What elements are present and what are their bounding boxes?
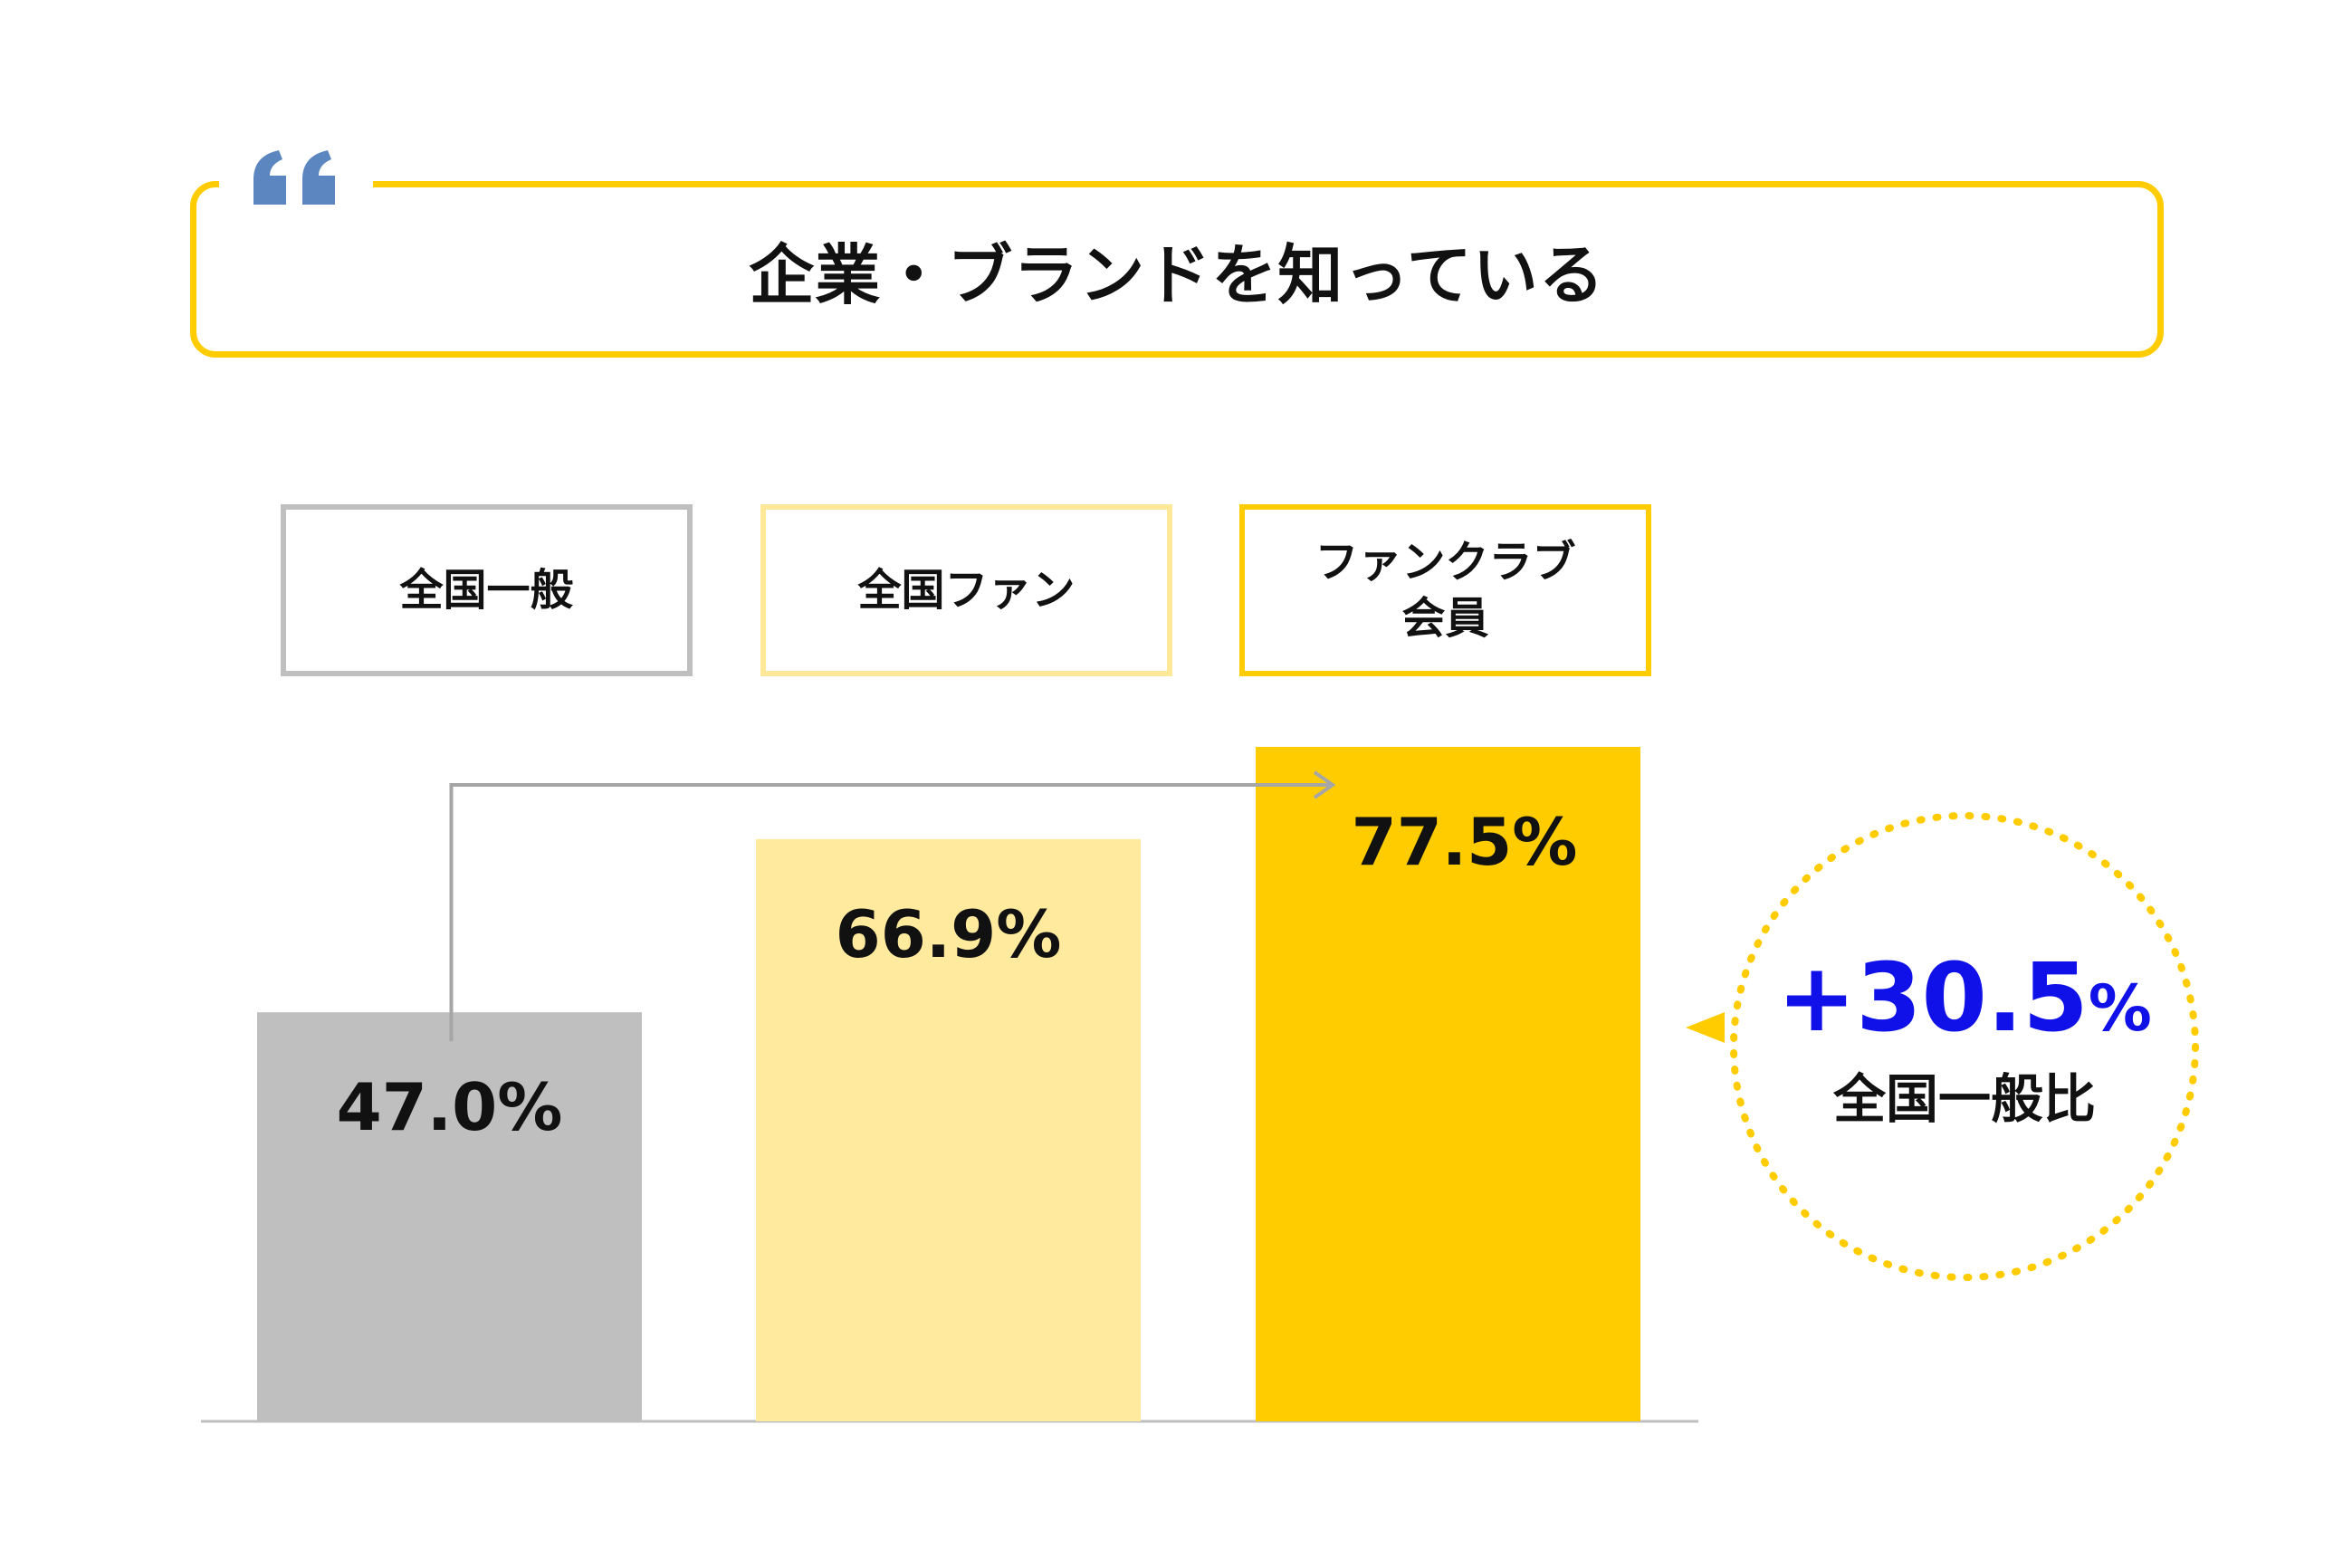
legend-label: 全国ファン xyxy=(857,564,1076,616)
title-frame: 企業・ブランドを知っている xyxy=(190,181,2164,358)
legend-item-1: 全国一般 xyxy=(281,504,693,676)
legend-item-2: 全国ファン xyxy=(760,504,1172,676)
quote-mark-icon xyxy=(219,136,373,217)
comparison-unit: % xyxy=(2089,971,2152,1046)
comparison-connector xyxy=(449,783,1333,1042)
bar-2 xyxy=(756,838,1141,1421)
bar-3 xyxy=(1256,747,1640,1421)
comparison-badge-circle xyxy=(1730,812,2199,1281)
arrow-right-icon xyxy=(1313,770,1336,799)
bar-value-label-2: 66.9% xyxy=(836,896,1062,972)
triangle-left-icon xyxy=(1686,1012,1725,1043)
comparison-value: +30.5% xyxy=(1777,942,2152,1053)
bar-value-label-3: 77.5% xyxy=(1352,804,1578,880)
chart-title: 企業・ブランドを知っている xyxy=(749,237,1605,313)
legend-label: 全国一般 xyxy=(399,564,574,616)
bar-1 xyxy=(257,1012,642,1421)
legend-item-3: ファンクラブ 会員 xyxy=(1239,504,1651,676)
bar-value-label-1: 47.0% xyxy=(337,1069,563,1145)
comparison-label: 全国一般比 xyxy=(1832,1068,2096,1130)
comparison-number: +30.5 xyxy=(1777,942,2089,1053)
legend-label: ファンクラブ 会員 xyxy=(1315,536,1576,644)
